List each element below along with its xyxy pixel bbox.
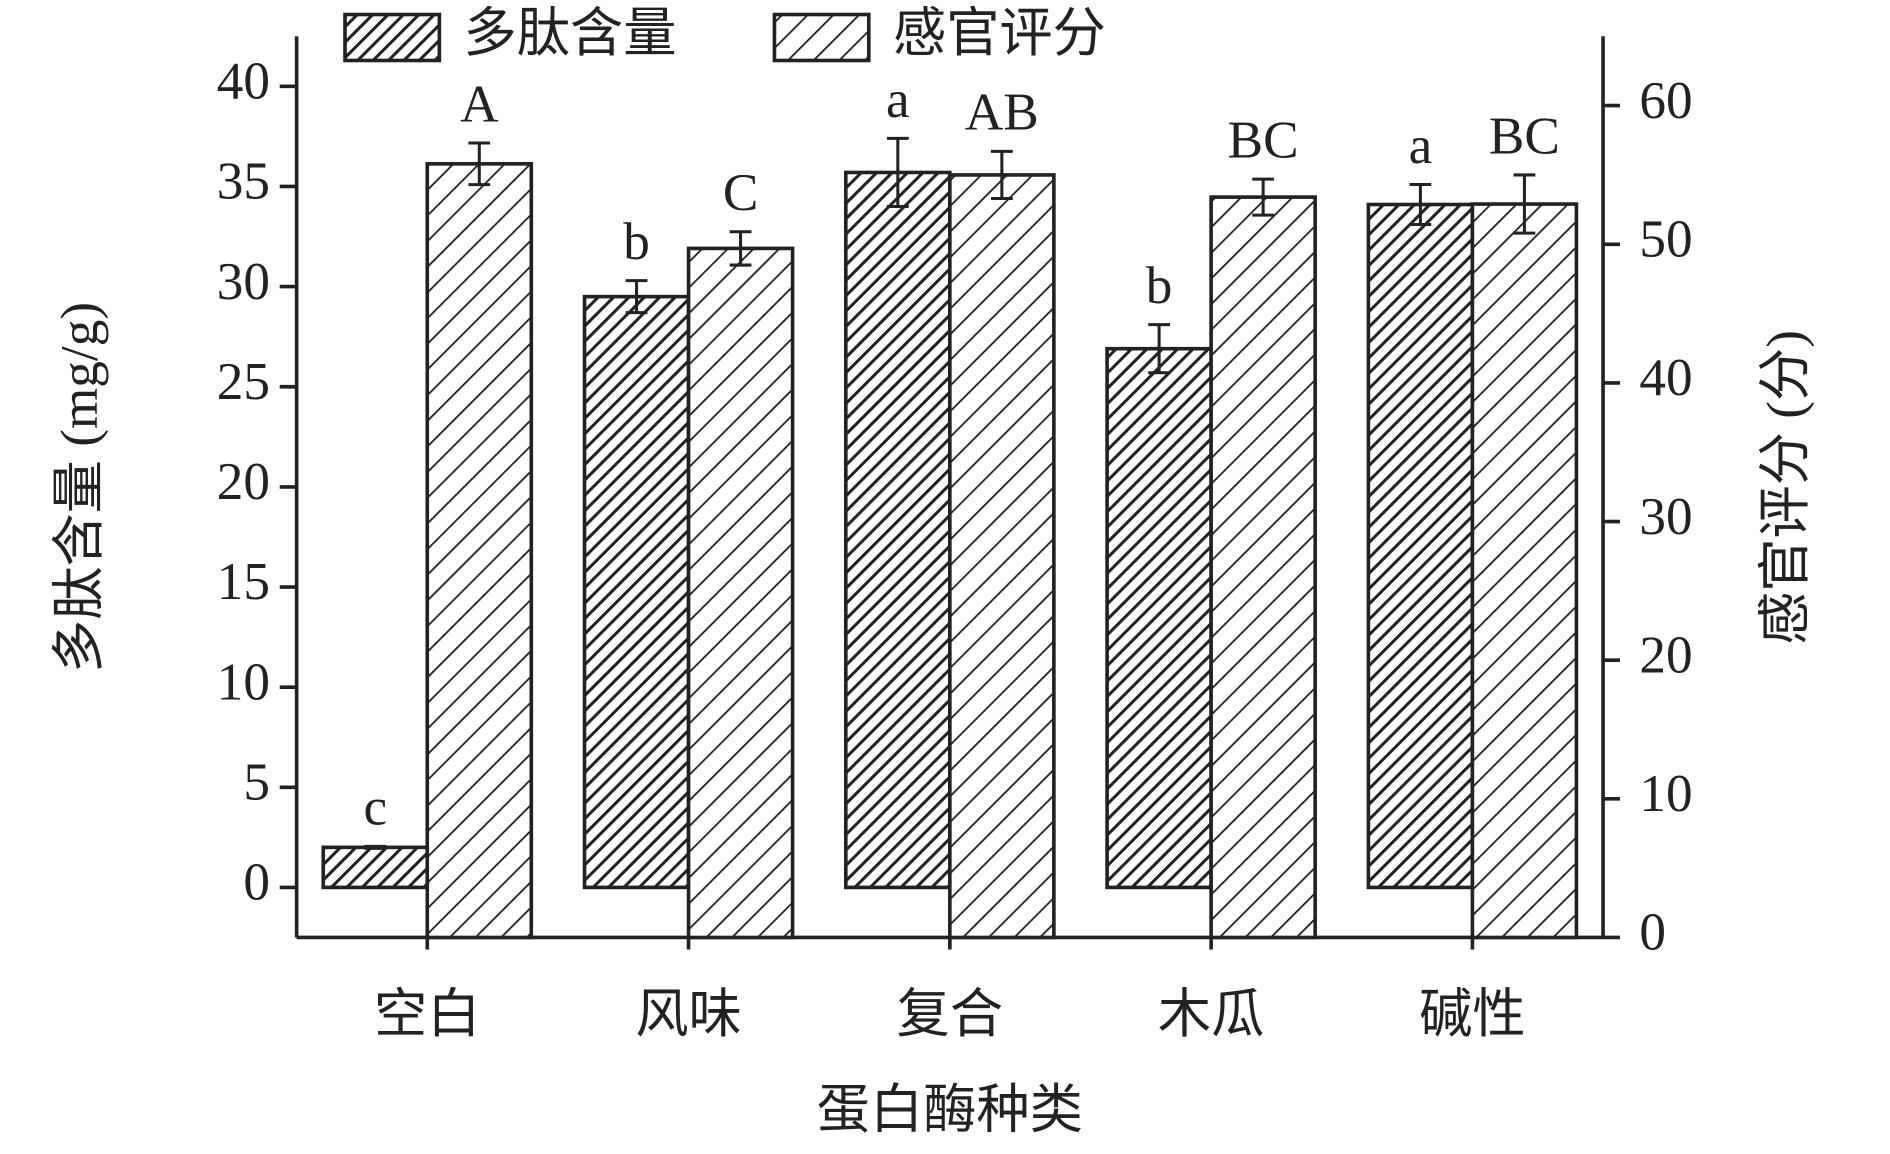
x-tick-label: 风味 <box>635 985 741 1044</box>
y-tick-label: 0 <box>243 853 270 912</box>
legend-label: 多肽含量 <box>464 4 677 63</box>
bar <box>686 246 795 940</box>
legend-label: 感官评分 <box>893 4 1106 63</box>
bar <box>321 845 430 890</box>
significance-letter: a <box>886 70 910 129</box>
y-tick-label: 5 <box>243 752 270 811</box>
x-axis-title: 蛋白酶种类 <box>817 1081 1083 1140</box>
bar <box>843 170 952 890</box>
significance-letter: C <box>723 163 759 222</box>
y2-tick-label: 30 <box>1639 487 1692 546</box>
y2-tick-label: 50 <box>1639 209 1692 268</box>
significance-letter: BC <box>1489 106 1560 165</box>
x-tick-label: 碱性 <box>1419 985 1525 1044</box>
error-bar <box>886 136 909 209</box>
y-tick-label: 10 <box>217 652 270 711</box>
bar <box>425 162 534 940</box>
bar <box>582 294 691 890</box>
y2-tick-label: 60 <box>1639 71 1692 130</box>
x-tick-label: 空白 <box>374 985 480 1044</box>
error-bar <box>468 141 491 187</box>
significance-letter: b <box>1146 256 1173 315</box>
y2-tick-label: 0 <box>1639 903 1666 962</box>
legend-swatch <box>772 12 871 63</box>
y-tick-label: 30 <box>217 252 270 311</box>
y-tick-label: 35 <box>217 152 270 211</box>
error-bar <box>364 844 387 850</box>
bar <box>948 173 1056 940</box>
significance-letter: b <box>623 212 650 271</box>
significance-letter: BC <box>1228 110 1299 169</box>
error-bar <box>1409 182 1432 227</box>
y2-tick-label: 10 <box>1639 764 1692 823</box>
error-bar <box>990 149 1013 201</box>
y2-axis-title: 感官评分 (分) <box>1756 330 1815 645</box>
y-axis-title: 多肽含量 (mg/g) <box>50 302 109 673</box>
x-tick-label: 木瓜 <box>1158 985 1264 1044</box>
bar <box>1105 346 1213 890</box>
legend-swatch <box>343 12 442 63</box>
error-bar <box>729 230 752 267</box>
significance-letter: A <box>460 74 499 133</box>
y2-tick-label: 20 <box>1639 625 1692 684</box>
y2-tick-label: 40 <box>1639 348 1692 407</box>
significance-letter: AB <box>965 83 1039 142</box>
y-tick-label: 20 <box>217 452 270 511</box>
y-tick-label: 40 <box>217 52 270 111</box>
significance-letter: c <box>363 778 387 837</box>
bar <box>1470 202 1579 940</box>
error-bar <box>625 279 648 315</box>
y-tick-label: 25 <box>217 352 270 411</box>
error-bar <box>1513 173 1536 235</box>
x-tick-label: 复合 <box>897 985 1003 1044</box>
significance-letter: a <box>1409 116 1433 175</box>
bar <box>1209 195 1317 940</box>
y-tick-label: 15 <box>217 552 270 611</box>
error-bar <box>1148 323 1170 375</box>
error-bar <box>1252 177 1275 217</box>
bar <box>1366 202 1475 890</box>
